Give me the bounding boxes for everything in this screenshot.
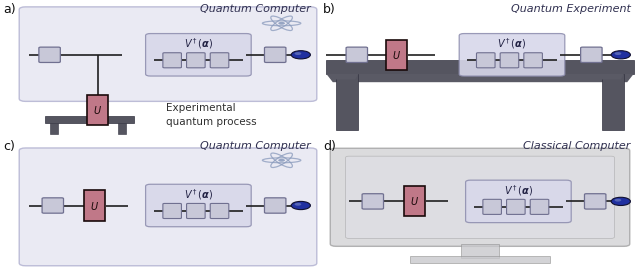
Text: Quantum Computer: Quantum Computer [200, 141, 310, 151]
Bar [84, 190, 105, 221]
FancyBboxPatch shape [163, 203, 182, 219]
Text: $V^\dagger(\boldsymbol{\alpha})$: $V^\dagger(\boldsymbol{\alpha})$ [504, 183, 533, 198]
Bar [602, 74, 624, 130]
FancyBboxPatch shape [210, 203, 229, 219]
Bar [87, 95, 108, 125]
Polygon shape [333, 74, 358, 79]
Polygon shape [326, 74, 634, 82]
FancyBboxPatch shape [146, 34, 251, 76]
Text: $V^\dagger(\boldsymbol{\alpha})$: $V^\dagger(\boldsymbol{\alpha})$ [184, 36, 213, 51]
Bar [387, 40, 407, 70]
FancyBboxPatch shape [42, 198, 63, 213]
Text: $V^\dagger(\boldsymbol{\alpha})$: $V^\dagger(\boldsymbol{\alpha})$ [184, 187, 213, 202]
Circle shape [291, 201, 310, 210]
Text: d): d) [323, 140, 336, 153]
Bar [410, 256, 550, 263]
FancyBboxPatch shape [483, 199, 502, 214]
FancyBboxPatch shape [507, 199, 525, 214]
Text: $V^\dagger(\boldsymbol{\alpha})$: $V^\dagger(\boldsymbol{\alpha})$ [497, 36, 527, 51]
Text: c): c) [3, 140, 15, 153]
Bar [326, 60, 634, 74]
Bar [50, 123, 58, 134]
Text: Experimental
quantum process: Experimental quantum process [166, 104, 257, 127]
FancyBboxPatch shape [346, 47, 367, 62]
Text: $U$: $U$ [90, 199, 99, 212]
Bar [45, 116, 134, 123]
FancyBboxPatch shape [476, 53, 495, 68]
FancyBboxPatch shape [330, 148, 630, 246]
Text: $U$: $U$ [410, 195, 419, 207]
FancyBboxPatch shape [19, 7, 317, 101]
FancyBboxPatch shape [39, 47, 60, 62]
Text: Quantum Computer: Quantum Computer [200, 4, 310, 14]
FancyBboxPatch shape [210, 53, 229, 68]
Circle shape [611, 197, 630, 206]
Bar [404, 186, 425, 216]
Circle shape [278, 159, 285, 162]
FancyBboxPatch shape [500, 53, 519, 68]
Circle shape [614, 199, 621, 202]
Circle shape [278, 22, 285, 25]
Text: Classical Computer: Classical Computer [523, 141, 630, 151]
Text: b): b) [323, 3, 336, 16]
FancyBboxPatch shape [584, 194, 606, 209]
Polygon shape [598, 74, 624, 79]
FancyBboxPatch shape [466, 180, 572, 222]
Circle shape [291, 51, 310, 59]
Bar [118, 123, 127, 134]
FancyBboxPatch shape [530, 199, 548, 214]
Circle shape [611, 51, 630, 59]
FancyBboxPatch shape [346, 156, 614, 238]
Circle shape [614, 52, 621, 55]
Text: a): a) [3, 3, 16, 16]
Circle shape [294, 52, 301, 55]
Text: $U$: $U$ [392, 49, 401, 61]
FancyBboxPatch shape [264, 198, 286, 213]
Bar [461, 244, 499, 258]
FancyBboxPatch shape [146, 184, 251, 227]
FancyBboxPatch shape [524, 53, 543, 68]
FancyBboxPatch shape [187, 53, 205, 68]
FancyBboxPatch shape [362, 194, 383, 209]
Text: $U$: $U$ [93, 104, 102, 116]
FancyBboxPatch shape [163, 53, 182, 68]
Bar [336, 74, 358, 130]
FancyBboxPatch shape [460, 34, 564, 76]
Text: Quantum Experiment: Quantum Experiment [511, 4, 630, 14]
FancyBboxPatch shape [580, 47, 602, 62]
Circle shape [294, 203, 301, 206]
FancyBboxPatch shape [264, 47, 286, 62]
FancyBboxPatch shape [187, 203, 205, 219]
FancyBboxPatch shape [19, 148, 317, 266]
